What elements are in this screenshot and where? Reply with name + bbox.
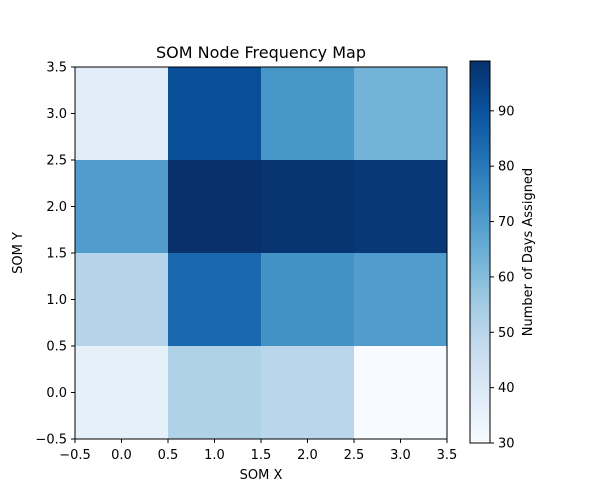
colorbar [469,60,491,444]
y-tick-label: 2.5 [46,154,67,169]
x-tick-label: 1.5 [251,448,272,463]
y-tick-label: 1.5 [46,247,67,262]
x-tick-label: 3.0 [390,448,411,463]
y-tick-label: 2.0 [46,200,67,215]
heatmap-cells [75,67,447,439]
x-tick-label: 2.5 [344,448,365,463]
heatmap-cell-x3-y1 [354,253,447,346]
heatmap-cell-x3-y0 [354,346,447,439]
heatmap-cell-x0-y2 [75,160,168,253]
y-tick-label: 0.0 [46,386,67,401]
heatmap-cell-x1-y2 [168,160,261,253]
colorbar-ticks: 30 40 50 60 70 80 90 [490,104,515,452]
colorbar-tick-label: 80 [498,160,515,175]
y-tick-label: 0.5 [46,340,67,355]
x-tick-label: 3.5 [437,448,458,463]
heatmap-cell-x1-y1 [168,253,261,346]
colorbar-tick-label: 50 [498,326,515,341]
colorbar-tick-label: 70 [498,215,515,230]
heatmap-cell-x3-y3 [354,67,447,160]
y-axis-ticks: −0.5 0.0 0.5 1.0 1.5 2.0 2.5 3.0 3.5 [35,61,75,448]
heatmap-cell-x3-y2 [354,160,447,253]
colorbar-tick-label: 30 [498,437,515,452]
colorbar-tick-label: 40 [498,381,515,396]
y-tick-label: −0.5 [35,433,67,448]
x-tick-label: −0.5 [59,448,91,463]
x-tick-label: 0.0 [111,448,132,463]
x-axis-title: SOM X [240,468,283,483]
heatmap-cell-x2-y1 [261,253,354,346]
plot-frame [74,66,448,440]
y-tick-label: 1.0 [46,293,67,308]
y-tick-label: 3.0 [46,107,67,122]
heatmap-cell-x1-y0 [168,346,261,439]
x-axis-ticks: −0.5 0.0 0.5 1.0 1.5 2.0 2.5 3.0 3.5 [59,439,457,463]
colorbar-tick-label: 60 [498,270,515,285]
heatmap-cell-x0-y3 [75,67,168,160]
heatmap-cell-x1-y3 [168,67,261,160]
colorbar-title: Number of Days Assigned [521,168,536,336]
chart-title: SOM Node Frequency Map [156,43,366,62]
x-tick-label: 1.0 [204,448,225,463]
heatmap-cell-x2-y0 [261,346,354,439]
heatmap-cell-x0-y0 [75,346,168,439]
heatmap-cell-x0-y1 [75,253,168,346]
colorbar-tick-label: 90 [498,104,515,119]
x-tick-label: 2.0 [297,448,318,463]
y-tick-label: 3.5 [46,61,67,76]
x-tick-label: 0.5 [158,448,179,463]
heatmap-cell-x2-y2 [261,160,354,253]
y-axis-title: SOM Y [11,232,26,274]
heatmap-cell-x2-y3 [261,67,354,160]
